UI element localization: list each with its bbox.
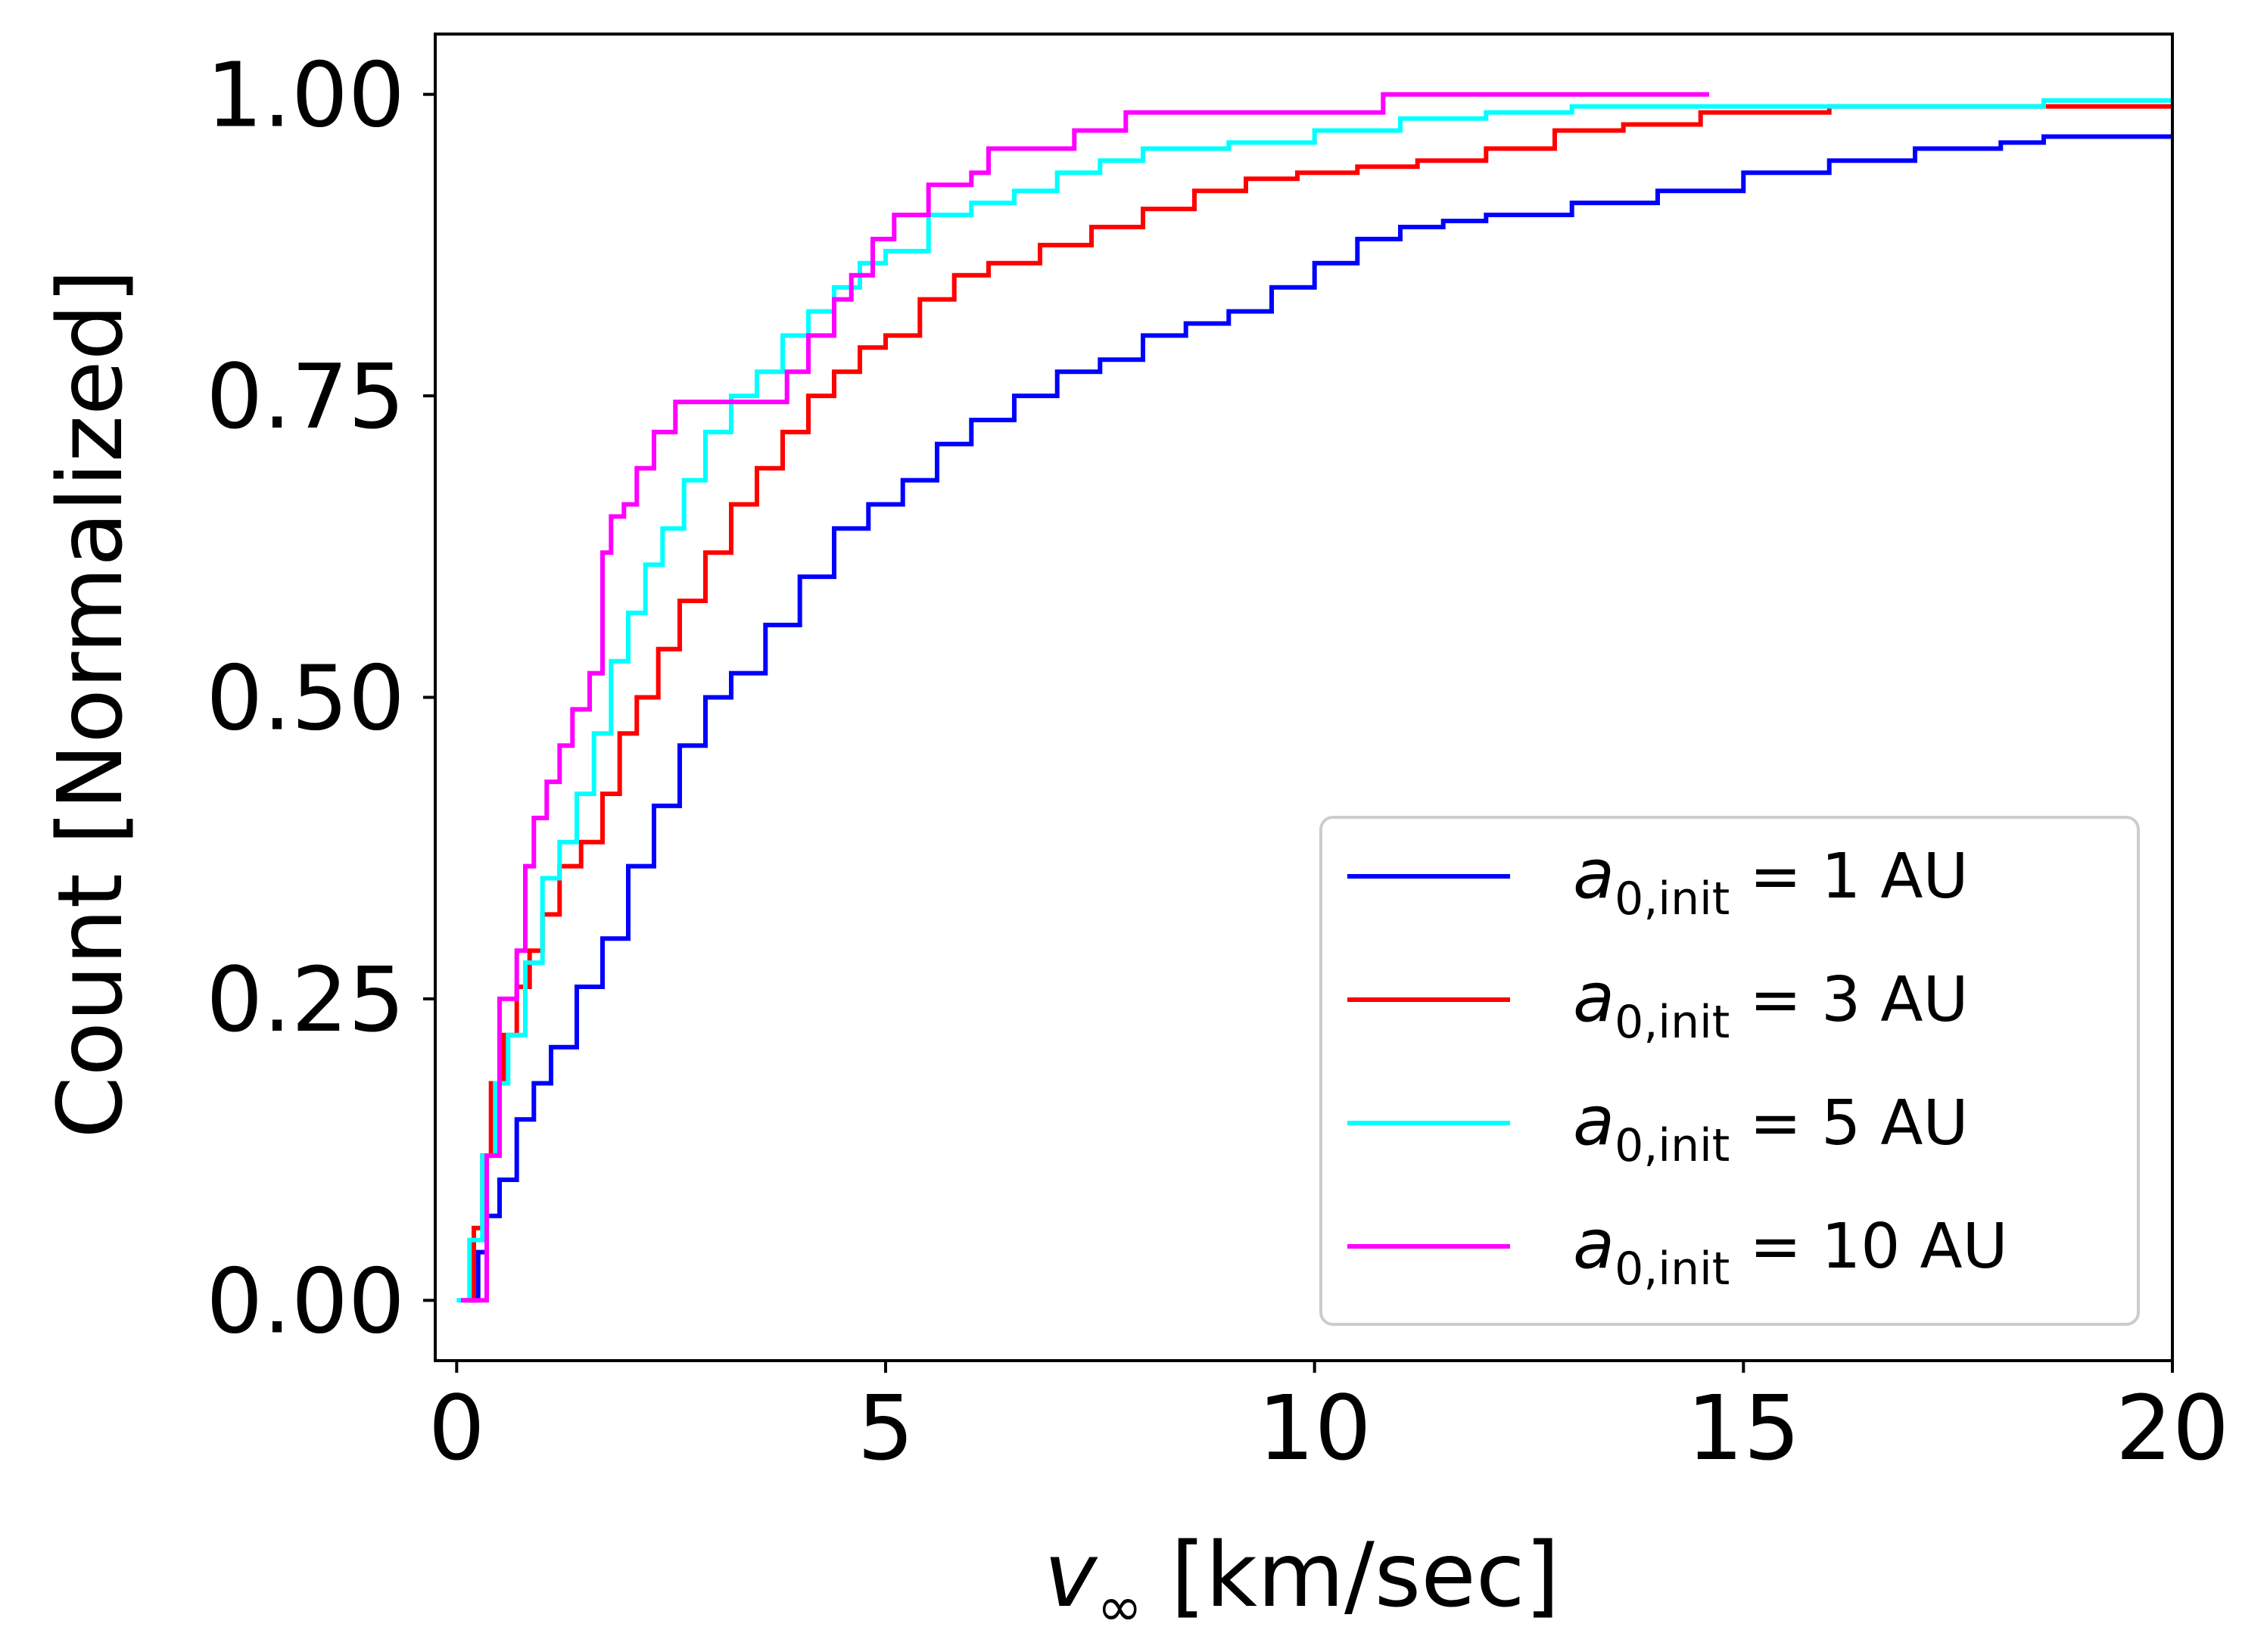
legend-frame xyxy=(1319,816,2140,1326)
x-tick-label: 5 xyxy=(857,1376,914,1480)
series-line-3 xyxy=(456,98,2172,1303)
legend-label-rest: = 3 AU xyxy=(1730,964,1968,1036)
x-axis-units: [km/sec] xyxy=(1171,1523,1560,1627)
y-tick-label: 0.50 xyxy=(206,646,405,751)
series-layer xyxy=(456,92,2172,1303)
y-axis-title: Count [Normalized] xyxy=(38,269,142,1138)
legend-label-var: a xyxy=(1573,958,1615,1038)
series-line-4 xyxy=(461,92,1709,1303)
legend-label-sub: 0,init xyxy=(1615,1119,1730,1172)
legend-label-rest: = 5 AU xyxy=(1730,1087,1968,1159)
y-tick-label: 1.00 xyxy=(206,43,405,148)
legend-label-var: a xyxy=(1573,1205,1615,1284)
legend-label-3: a0,init = 5 AU xyxy=(1573,1081,1968,1172)
x-tick-label: 0 xyxy=(428,1376,485,1480)
x-axis-title: v∞ [km/sec] xyxy=(1044,1523,1559,1638)
y-tick-label: 0.75 xyxy=(206,344,405,449)
series-line-1 xyxy=(469,134,2172,1303)
legend-label-4: a0,init = 10 AU xyxy=(1573,1205,2008,1296)
legend-label-sub: 0,init xyxy=(1615,1243,1730,1296)
legend-label-rest: = 1 AU xyxy=(1730,841,1968,913)
x-tick-label: 20 xyxy=(2116,1376,2229,1480)
legend-label-var: a xyxy=(1573,835,1615,914)
legend-label-1: a0,init = 1 AU xyxy=(1573,835,1968,926)
x-tick-label: 15 xyxy=(1686,1376,1800,1480)
y-tick-label: 0.25 xyxy=(206,947,405,1052)
x-axis-symbol: v xyxy=(1044,1523,1098,1627)
x-axis-subscript: ∞ xyxy=(1097,1575,1142,1638)
legend-label-rest: = 10 AU xyxy=(1730,1211,2007,1283)
legend-label-sub: 0,init xyxy=(1615,996,1730,1049)
legend-label-2: a0,init = 3 AU xyxy=(1573,958,1968,1049)
legend-label-sub: 0,init xyxy=(1615,873,1730,926)
legend-label-var: a xyxy=(1573,1081,1615,1161)
y-tick-label: 0.00 xyxy=(206,1249,405,1353)
tick-layer: 0 5 10 15 20 0.00 0.25 0.50 0.75 1.00 xyxy=(206,43,2229,1480)
x-tick-label: 10 xyxy=(1258,1376,1372,1480)
